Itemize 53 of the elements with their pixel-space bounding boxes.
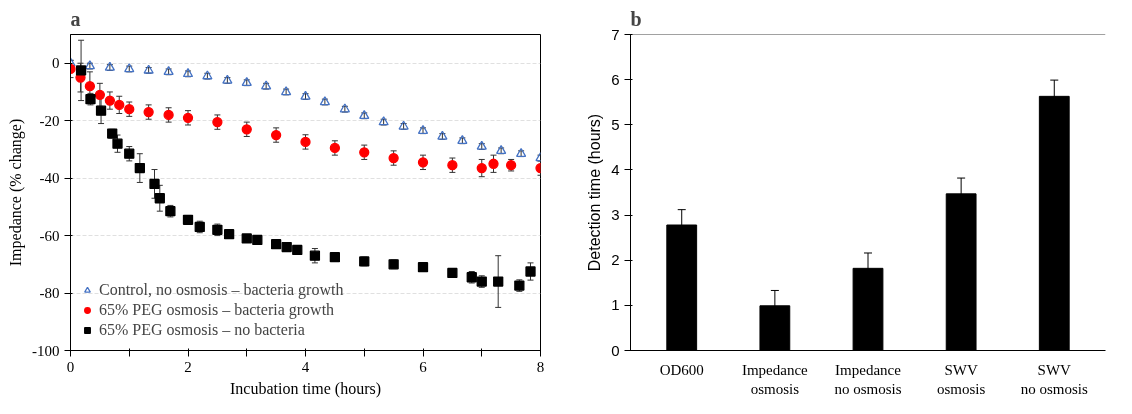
point <box>114 99 125 111</box>
y-tick-label: 3 <box>611 206 620 224</box>
y-tick-label: -40 <box>39 170 60 187</box>
y-tick-label: -100 <box>32 342 60 359</box>
y-tick-label: 2 <box>611 251 620 269</box>
x-tick-label: OD600 <box>659 361 704 378</box>
point <box>149 178 160 190</box>
point <box>417 157 429 168</box>
point <box>241 124 252 135</box>
point <box>476 162 487 174</box>
y-tick-label: -60 <box>39 227 60 244</box>
x-tick-label: 2 <box>184 358 192 375</box>
point <box>223 229 235 240</box>
point <box>112 138 123 149</box>
y-tick-label: -20 <box>39 112 60 129</box>
point <box>134 162 145 174</box>
y-axis-title: Detection time (hours) <box>586 113 604 272</box>
x-tick-label: 8 <box>536 358 545 375</box>
y-tick-label: 4 <box>611 160 620 178</box>
x-tick-label: SWV osmosis <box>936 361 986 397</box>
x-tick-label: 4 <box>301 358 310 375</box>
x-tick-label: 0 <box>66 358 75 375</box>
x-tick-label: Impedance no osmosis <box>834 361 902 397</box>
legend-label: Control, no osmosis – bacteria growth <box>99 281 344 299</box>
legend-label: 65% PEG osmosis – no bacteria <box>99 321 305 339</box>
point <box>104 95 116 106</box>
y-tick-label: -80 <box>39 285 60 302</box>
point <box>252 234 263 246</box>
point <box>493 276 504 287</box>
point <box>292 244 303 256</box>
chart-title: a <box>70 7 81 30</box>
point <box>270 239 282 250</box>
x-tick-label: 6 <box>419 358 428 375</box>
point <box>329 251 341 263</box>
x-tick-label: SWV no osmosis <box>1020 361 1088 397</box>
y-tick-label: 0 <box>611 341 620 359</box>
y-tick-label: 6 <box>611 70 620 88</box>
point <box>488 158 499 169</box>
point <box>182 214 194 225</box>
point <box>525 266 536 277</box>
point <box>447 267 458 279</box>
x-tick-label: Impedance osmosis <box>741 361 809 397</box>
chart-title: b <box>630 7 642 30</box>
point <box>417 262 429 273</box>
y-tick-label: 1 <box>611 296 620 314</box>
point <box>281 241 292 253</box>
point <box>241 233 252 244</box>
x-axis-title: Incubation time (hours) <box>229 379 382 398</box>
y-tick-label: 0 <box>52 55 60 72</box>
y-tick-label: 7 <box>611 25 620 43</box>
y-tick-label: 5 <box>611 115 620 133</box>
y-axis-title: Impedance (% change) <box>7 118 25 267</box>
legend-label: 65% PEG osmosis – bacteria growth <box>99 301 335 319</box>
